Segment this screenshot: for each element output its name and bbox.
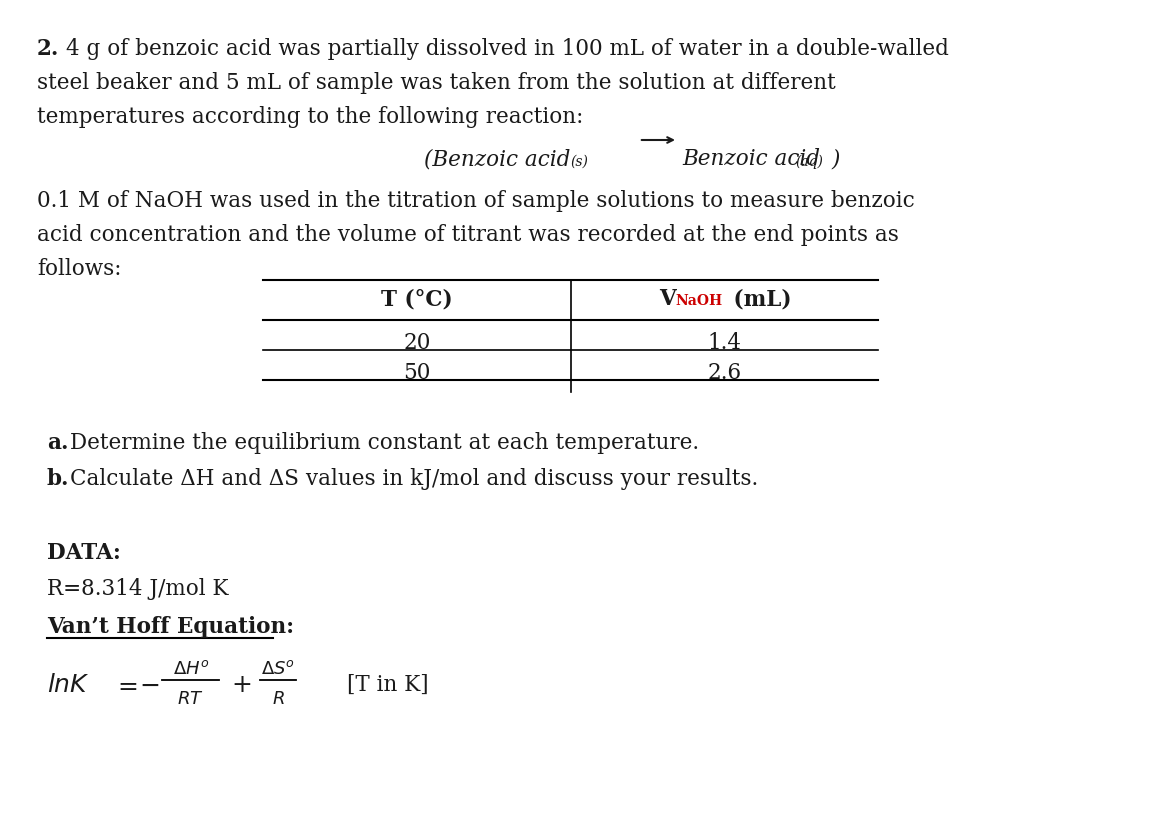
Text: 50: 50 xyxy=(404,362,431,384)
Text: steel beaker and 5 mL of sample was taken from the solution at different: steel beaker and 5 mL of sample was take… xyxy=(37,72,835,94)
Text: Calculate ΔH and ΔS values in kJ/mol and discuss your results.: Calculate ΔH and ΔS values in kJ/mol and… xyxy=(70,468,758,490)
Text: V: V xyxy=(659,288,675,310)
Text: Determine the equilibrium constant at each temperature.: Determine the equilibrium constant at ea… xyxy=(70,432,700,454)
Text: R=8.314 J/mol K: R=8.314 J/mol K xyxy=(47,578,228,600)
Text: T (°C): T (°C) xyxy=(381,288,453,310)
Text: Van’t Hoff Equation:: Van’t Hoff Equation: xyxy=(47,616,294,638)
Text: $+$: $+$ xyxy=(232,674,252,697)
Text: follows:: follows: xyxy=(37,258,122,280)
Text: a.: a. xyxy=(47,432,68,454)
Text: 0.1 M of NaOH was used in the titration of sample solutions to measure benzoic: 0.1 M of NaOH was used in the titration … xyxy=(37,190,915,212)
Text: $-$: $-$ xyxy=(139,674,160,697)
Text: $\Delta S^{o}$: $\Delta S^{o}$ xyxy=(261,660,295,678)
Text: 20: 20 xyxy=(404,332,431,354)
Text: [T in K]: [T in K] xyxy=(347,674,429,696)
Text: 4 g of benzoic acid was partially dissolved in 100 mL of water in a double-walle: 4 g of benzoic acid was partially dissol… xyxy=(67,38,949,60)
Text: 2.: 2. xyxy=(37,38,60,60)
Text: (aq): (aq) xyxy=(794,155,823,169)
Text: $\Delta H^{o}$: $\Delta H^{o}$ xyxy=(172,660,208,678)
Text: Benzoic acid: Benzoic acid xyxy=(683,148,820,170)
Text: $=$: $=$ xyxy=(113,674,138,697)
Text: 2.6: 2.6 xyxy=(707,362,742,384)
Text: $lnK$: $lnK$ xyxy=(47,674,90,697)
Text: acid concentration and the volume of titrant was recorded at the end points as: acid concentration and the volume of tit… xyxy=(37,224,899,246)
Text: b.: b. xyxy=(47,468,69,490)
Text: (mL): (mL) xyxy=(727,288,792,310)
Text: temperatures according to the following reaction:: temperatures according to the following … xyxy=(37,106,584,128)
Text: $RT$: $RT$ xyxy=(178,690,204,708)
Text: 1.4: 1.4 xyxy=(707,332,742,354)
Text: $R$: $R$ xyxy=(271,690,284,708)
Text: ): ) xyxy=(831,148,839,170)
Text: (Benzoic acid: (Benzoic acid xyxy=(425,148,571,170)
Text: DATA:: DATA: xyxy=(47,542,121,564)
Text: NaOH: NaOH xyxy=(675,294,723,308)
Text: (s): (s) xyxy=(571,155,589,169)
